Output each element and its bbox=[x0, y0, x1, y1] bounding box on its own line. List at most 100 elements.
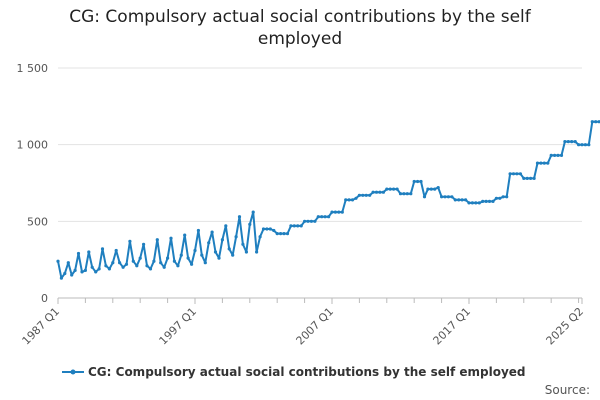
data-point bbox=[135, 264, 139, 268]
x-tick-label: 2025 Q2 bbox=[544, 305, 587, 348]
legend-label: CG: Compulsory actual social contributio… bbox=[88, 365, 526, 379]
data-point bbox=[80, 270, 84, 274]
data-point bbox=[309, 219, 313, 223]
data-point bbox=[392, 187, 396, 191]
data-point bbox=[94, 270, 98, 274]
data-point bbox=[330, 210, 334, 214]
data-point bbox=[261, 227, 266, 231]
data-point bbox=[114, 248, 118, 253]
data-point bbox=[344, 198, 348, 202]
data-point bbox=[241, 242, 245, 246]
data-point bbox=[590, 120, 594, 124]
data-point bbox=[56, 259, 60, 263]
data-point bbox=[76, 251, 81, 256]
data-point bbox=[63, 271, 67, 276]
x-tick-label: 1997 Q1 bbox=[157, 305, 200, 348]
data-point bbox=[364, 193, 368, 197]
chart-title: CG: Compulsory actual social contributio… bbox=[0, 6, 600, 50]
data-point bbox=[395, 187, 399, 191]
data-point bbox=[275, 232, 279, 236]
data-point bbox=[542, 161, 546, 165]
data-point bbox=[207, 241, 211, 245]
data-point bbox=[251, 210, 255, 214]
data-point bbox=[505, 195, 509, 199]
data-point bbox=[368, 193, 372, 197]
data-point bbox=[535, 161, 540, 165]
legend[interactable]: CG: Compulsory actual social contributio… bbox=[62, 365, 526, 379]
data-point bbox=[83, 268, 87, 272]
data-point bbox=[405, 192, 409, 196]
data-point bbox=[268, 227, 272, 231]
data-point bbox=[73, 268, 77, 272]
data-point bbox=[128, 239, 132, 243]
data-point bbox=[532, 176, 536, 180]
data-point bbox=[440, 195, 444, 199]
data-point bbox=[570, 140, 574, 144]
data-point bbox=[227, 247, 231, 251]
data-point bbox=[378, 190, 382, 194]
data-point bbox=[426, 187, 430, 191]
data-point bbox=[556, 153, 560, 157]
data-point bbox=[549, 153, 553, 157]
data-point bbox=[422, 195, 427, 199]
data-point bbox=[203, 261, 207, 265]
data-point bbox=[518, 172, 523, 176]
data-point bbox=[481, 199, 485, 203]
data-point bbox=[169, 236, 173, 240]
data-point bbox=[443, 195, 447, 199]
data-point bbox=[361, 193, 365, 197]
y-tick-label: 1 000 bbox=[17, 139, 49, 152]
data-point bbox=[210, 230, 214, 234]
data-point bbox=[460, 198, 464, 202]
data-point bbox=[563, 140, 567, 144]
data-point bbox=[470, 201, 474, 205]
data-point bbox=[272, 228, 276, 233]
data-point bbox=[100, 247, 105, 251]
data-point bbox=[111, 261, 115, 265]
data-point bbox=[306, 219, 310, 223]
data-point bbox=[220, 238, 224, 242]
data-point bbox=[457, 198, 461, 202]
data-point bbox=[176, 264, 180, 268]
data-point bbox=[573, 140, 577, 144]
data-point bbox=[577, 143, 581, 147]
data-point bbox=[327, 215, 331, 219]
data-point bbox=[337, 210, 341, 214]
data-point bbox=[525, 176, 529, 180]
data-point bbox=[587, 143, 591, 147]
data-point bbox=[436, 186, 440, 190]
data-point bbox=[90, 265, 94, 269]
data-point bbox=[285, 232, 290, 236]
data-point bbox=[347, 198, 351, 202]
data-point bbox=[357, 193, 361, 197]
data-point bbox=[412, 179, 416, 184]
data-point bbox=[97, 267, 101, 271]
data-point bbox=[316, 215, 320, 219]
data-point bbox=[474, 201, 478, 205]
data-point bbox=[553, 153, 557, 157]
data-point bbox=[224, 224, 228, 228]
data-point bbox=[145, 264, 149, 268]
data-point bbox=[148, 267, 153, 271]
data-point bbox=[282, 232, 286, 236]
data-point bbox=[248, 222, 252, 226]
data-point bbox=[323, 215, 327, 219]
data-point bbox=[172, 259, 176, 263]
data-point bbox=[484, 199, 488, 203]
data-point bbox=[559, 153, 564, 157]
data-point bbox=[258, 235, 262, 239]
data-point bbox=[340, 210, 344, 214]
data-point bbox=[244, 250, 248, 254]
data-point bbox=[487, 199, 492, 203]
data-point bbox=[402, 192, 406, 196]
data-point bbox=[70, 273, 74, 277]
data-point bbox=[124, 262, 129, 266]
data-point bbox=[494, 196, 498, 200]
data-point bbox=[107, 267, 111, 271]
data-point bbox=[152, 259, 156, 263]
data-point bbox=[491, 199, 495, 203]
data-point bbox=[155, 238, 159, 242]
data-point bbox=[501, 195, 505, 199]
chart-title-line-1: CG: Compulsory actual social contributio… bbox=[69, 7, 531, 27]
data-point bbox=[121, 265, 125, 269]
